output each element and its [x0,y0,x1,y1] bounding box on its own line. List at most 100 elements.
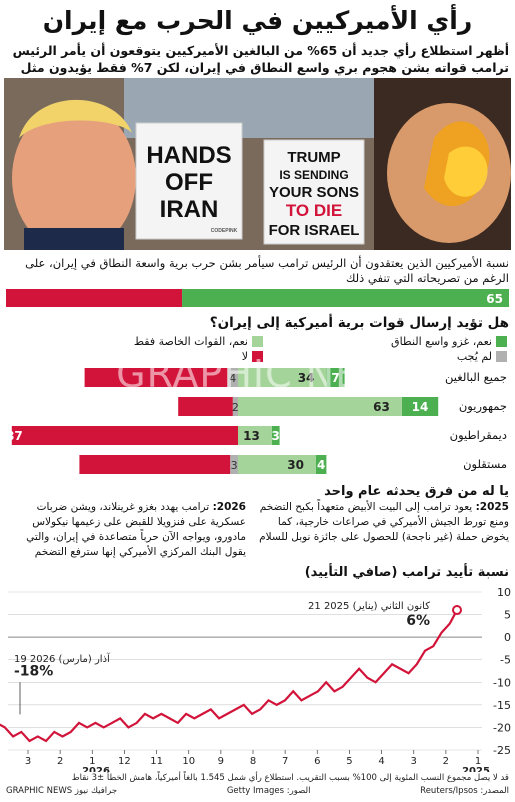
footer-note: قد لا يصل مجموع النسب المئوية إلى 100% ب… [71,773,509,783]
label-yes-full: 7 [331,371,339,385]
x-tick-label: 5 [346,756,352,767]
footer-credit: جرافيك نيوز GRAPHIC NEWS [6,786,118,796]
sign1-line1: HANDS [146,142,231,169]
bar-no [84,368,228,387]
annotation-value-end: -18% [14,664,53,680]
annotation-date-end: 19 آذار (مارس) 2026 [14,652,111,665]
note-2025: 2025: يعود ترامب إلى البيت الأبيض متعهدا… [259,500,509,545]
page-title: رأي الأميركيين في الحرب مع إيران [42,6,473,35]
y-tick-label: -15 [493,699,511,712]
support-bar-chart: 7 34 4 55 14 63 2 21 3 13 87 4 30 3 58 [6,368,439,474]
year-label-2025: 2025 [462,766,490,772]
label-unsure: 4 [229,372,236,385]
bar-yes-full [401,397,439,416]
y-tick-label: -20 [493,721,511,734]
row-label-all: جميع البالغين [445,370,507,384]
note-2025-text: يعود ترامب إلى البيت الأبيض متعهداً بكبح… [259,501,509,543]
note-2026: 2026: ترامب يهدد بغزو غرينلاند، ويشن ضرب… [6,500,246,560]
y-tick-label: -5 [500,654,511,667]
legend-yes-full-label: نعم، غزو واسع النطاق [391,335,492,348]
bar-no [79,455,231,474]
label-unsure: 2 [232,401,239,414]
x-tick-label: 8 [250,756,256,767]
label-yes-sf: 30 [287,458,304,472]
label-yes-sf: 63 [373,400,390,414]
photo-illustration: HANDS OFF IRAN CODEPINK TRUMP IS SENDING… [4,78,511,250]
y-tick-label: -25 [493,744,511,757]
diff-title: يا له من فرق يحدثه عام واحد [324,484,509,499]
legend-unsure-label: لم يُجب [456,350,492,363]
x-tick-label: 6 [314,756,320,767]
sign2-line4: TO DIE [286,201,342,220]
bar-yes-sf [238,397,402,416]
x-tick-label: 1 [89,756,95,767]
legend-no: لا [242,350,263,363]
belief-bar-yes [182,289,509,307]
label-unsure: 3 [231,459,238,472]
footer-source: المصدر: Reuters/Ipsos [420,786,509,796]
annotation-date-start: 21 كانون الثاني (يناير) 2025 [308,601,430,612]
y-tick-label: 5 [504,609,511,622]
belief-description: نسبة الأميركيين الذين يعتقدون أن الرئيس … [25,256,509,285]
belief-bar: 65 [6,289,509,307]
x-tick-label: 12 [118,756,131,767]
sign1-line2: OFF [165,169,213,196]
protest-photo: HANDS OFF IRAN CODEPINK TRUMP IS SENDING… [4,78,511,250]
x-tick-label: 11 [150,756,163,767]
x-tick-label: 2 [443,756,449,767]
legend-yes-sf: نعم، القوات الخاصة فقط [134,335,263,348]
bar-unsure [232,397,238,416]
x-tick-label: 9 [218,756,224,767]
row-label-dem: ديمقراطيون [449,428,507,442]
row-label-rep: جمهوريون [458,399,507,413]
x-tick-label: 3 [25,756,31,767]
bar-no [11,426,238,445]
label-yes-full: 4 [317,458,325,472]
x-tick-label: 4 [378,756,384,767]
sign2-line2: IS SENDING [279,168,348,182]
legend-swatch-grey [496,351,507,362]
sign2-line5: FOR ISRAEL [269,222,360,239]
belief-bar-no [6,289,183,307]
label-yes-full: 14 [412,400,429,414]
bar-yes-sf [238,368,327,387]
y-tick-label: -10 [493,676,511,689]
x-tick-label: 1 [475,756,481,767]
label-yes-sf: 13 [243,429,260,443]
bar-yes-full [326,368,345,387]
bar-unsure [227,368,238,387]
legend-yes-full: نعم، غزو واسع النطاق [391,335,507,348]
label-yes-sf: 34 [298,371,315,385]
x-tick-label: 3 [411,756,417,767]
label-no: 55 [6,371,23,385]
legend-swatch-red [252,351,263,362]
note-2026-text: ترامب يهدد بغزو غرينلاند، ويشن ضربات عسك… [26,501,246,558]
x-tick-label: 7 [282,756,288,767]
start-marker [452,605,462,616]
bar-yes-full [316,455,327,474]
label-no: 87 [6,429,23,443]
footer: قد لا يصل مجموع النسب المئوية إلى 100% ب… [6,772,509,798]
year-label-2026: 2026 [82,766,110,772]
y-tick-label: 0 [504,631,511,644]
label-yes-full: 3 [272,429,280,443]
x-tick-label: 10 [182,756,195,767]
legend-unsure: لم يُجب [457,350,507,363]
bar-no [178,397,233,416]
label-no: 21 [6,400,23,414]
sign2-line1: TRUMP [287,149,340,166]
legend-swatch-green [496,336,507,347]
annotation-value-start: 6% [406,613,430,629]
bar-unsure [230,455,238,474]
sign1-small: CODEPINK [211,228,238,234]
legend-no-label: لا [241,350,248,363]
legend-swatch-lightgreen [252,336,263,347]
x-tick-label: 2 [57,756,63,767]
note-2025-year: 2025: [475,501,509,513]
row-label-ind: مستقلون [463,457,507,471]
legend-yes-sf-label: نعم، القوات الخاصة فقط [133,335,248,348]
bar-yes-full [271,426,280,445]
note-2026-year: 2026: [212,501,246,513]
label-no: 58 [6,458,23,472]
line-chart-title: نسبة تأييد ترامب (صافي التأييد) [304,565,509,580]
